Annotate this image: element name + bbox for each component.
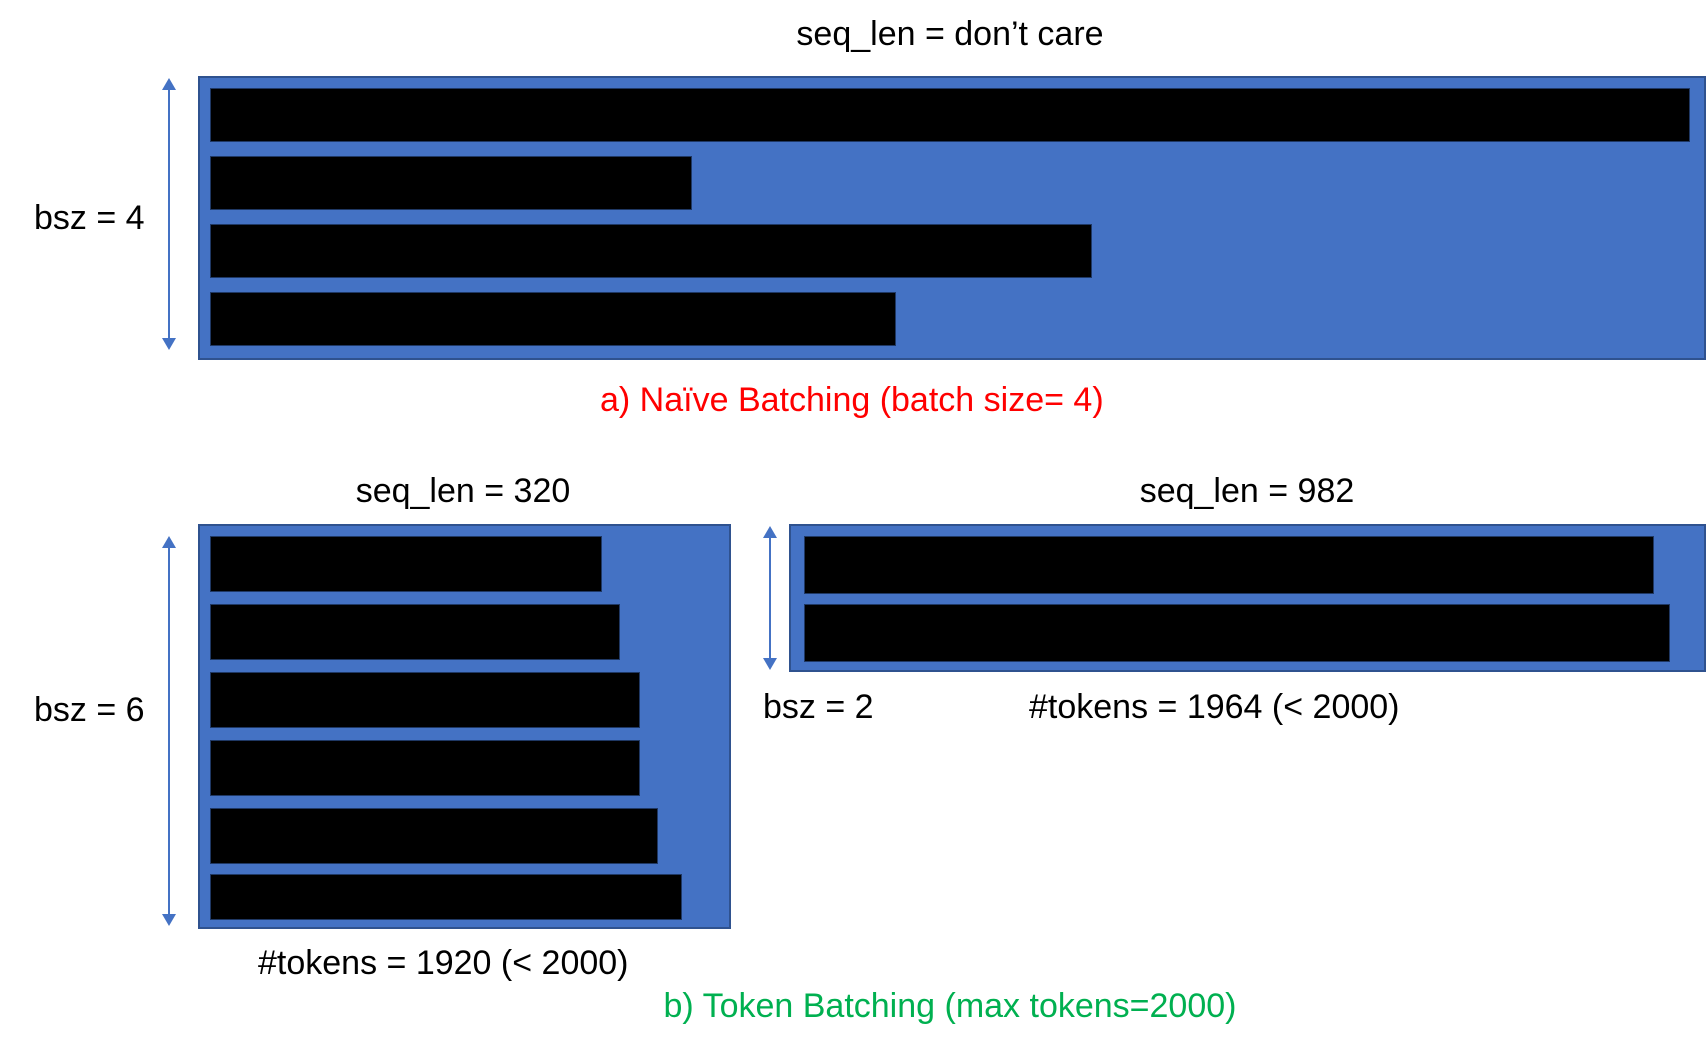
naive-seq-len-label: seq_len = don’t care [796,15,1104,53]
sequence-bar [210,224,1092,278]
naive-batch-panel [198,76,1706,360]
token-left-batch-panel [198,524,731,929]
sequence-bar [210,672,640,728]
token-left-seq-len-label: seq_len = 320 [355,472,571,510]
sequence-bar [210,292,896,346]
token-left-tokens-label: #tokens = 1920 (< 2000) [258,944,629,982]
sequence-bar [804,536,1654,594]
token-right-tokens-label: #tokens = 1964 (< 2000) [1029,688,1400,726]
sequence-bar [210,536,602,592]
token-right-seq-len-label: seq_len = 982 [1139,472,1355,510]
double-arrow-icon [159,78,179,350]
sequence-bar [210,156,692,210]
sequence-bar [210,808,658,864]
sequence-bar [210,88,1690,142]
token-left-bsz-label: bsz = 6 [34,691,145,729]
token-right-bsz-label: bsz = 2 [763,688,874,726]
token-right-batch-panel [789,524,1706,672]
naive-caption: a) Naïve Batching (batch size= 4) [600,381,1104,419]
token-caption: b) Token Batching (max tokens=2000) [663,987,1237,1025]
sequence-bar [804,604,1670,662]
double-arrow-icon [760,526,780,670]
double-arrow-icon [159,536,179,926]
sequence-bar [210,740,640,796]
sequence-bar [210,604,620,660]
naive-bsz-label: bsz = 4 [34,199,145,237]
sequence-bar [210,874,682,920]
